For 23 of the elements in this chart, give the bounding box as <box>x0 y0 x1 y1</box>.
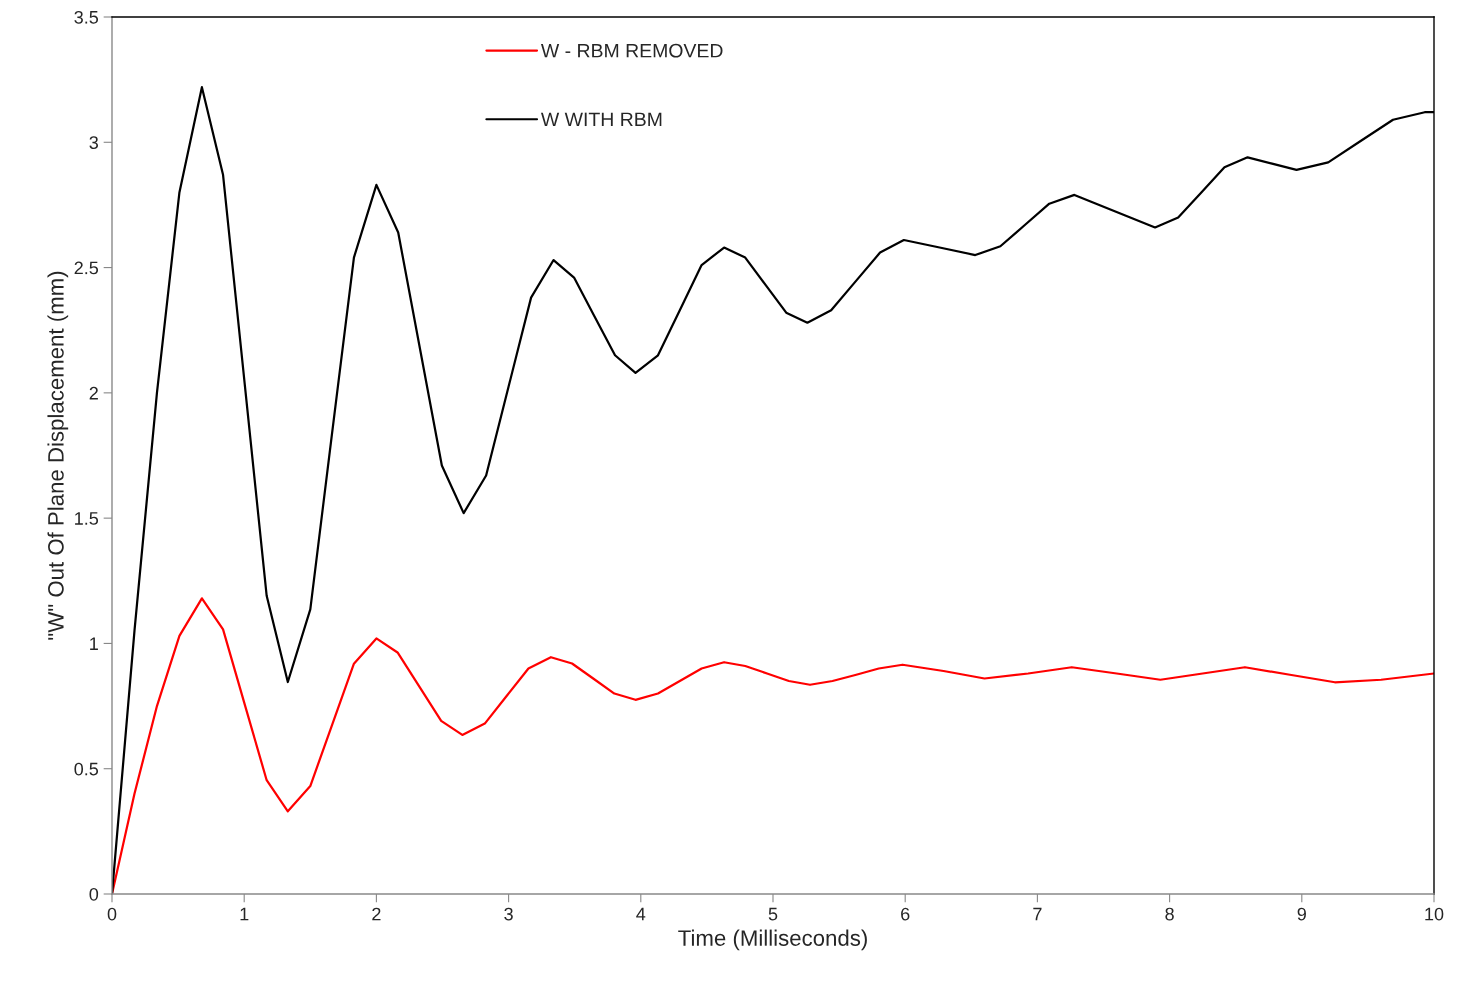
x-tick-label: 4 <box>636 907 646 921</box>
y-tick-label: 2 <box>89 386 98 400</box>
x-tick-label: 8 <box>1165 907 1174 921</box>
y-tick-label: 1 <box>90 637 98 650</box>
y-tick-label: 3 <box>89 136 99 150</box>
x-axis-title: Time (Milliseconds) <box>678 929 867 951</box>
y-tick-label: 3.5 <box>74 10 99 24</box>
x-tick-label: 7 <box>1033 907 1042 921</box>
x-tick-label: 5 <box>768 907 778 921</box>
legend-label: W WITH RBM <box>540 112 662 127</box>
legend-label: W - RBM REMOVED <box>540 43 723 58</box>
y-axis-title: "W" Out Of Plane Displacement (mm) <box>47 271 69 640</box>
y-tick-label: 1.5 <box>75 512 99 525</box>
y-tick-label: 2.5 <box>74 261 99 275</box>
y-tick-label: 0.5 <box>74 762 99 776</box>
x-tick-label: 2 <box>372 907 381 921</box>
x-tick-label: 10 <box>1425 907 1444 921</box>
x-tick-label: 9 <box>1297 907 1306 921</box>
x-tick-label: 3 <box>504 907 513 921</box>
x-tick-label: 1 <box>240 907 249 921</box>
x-tick-label: 0 <box>107 907 117 921</box>
y-tick-label: 0 <box>89 887 99 901</box>
x-tick-label: 6 <box>901 907 910 921</box>
